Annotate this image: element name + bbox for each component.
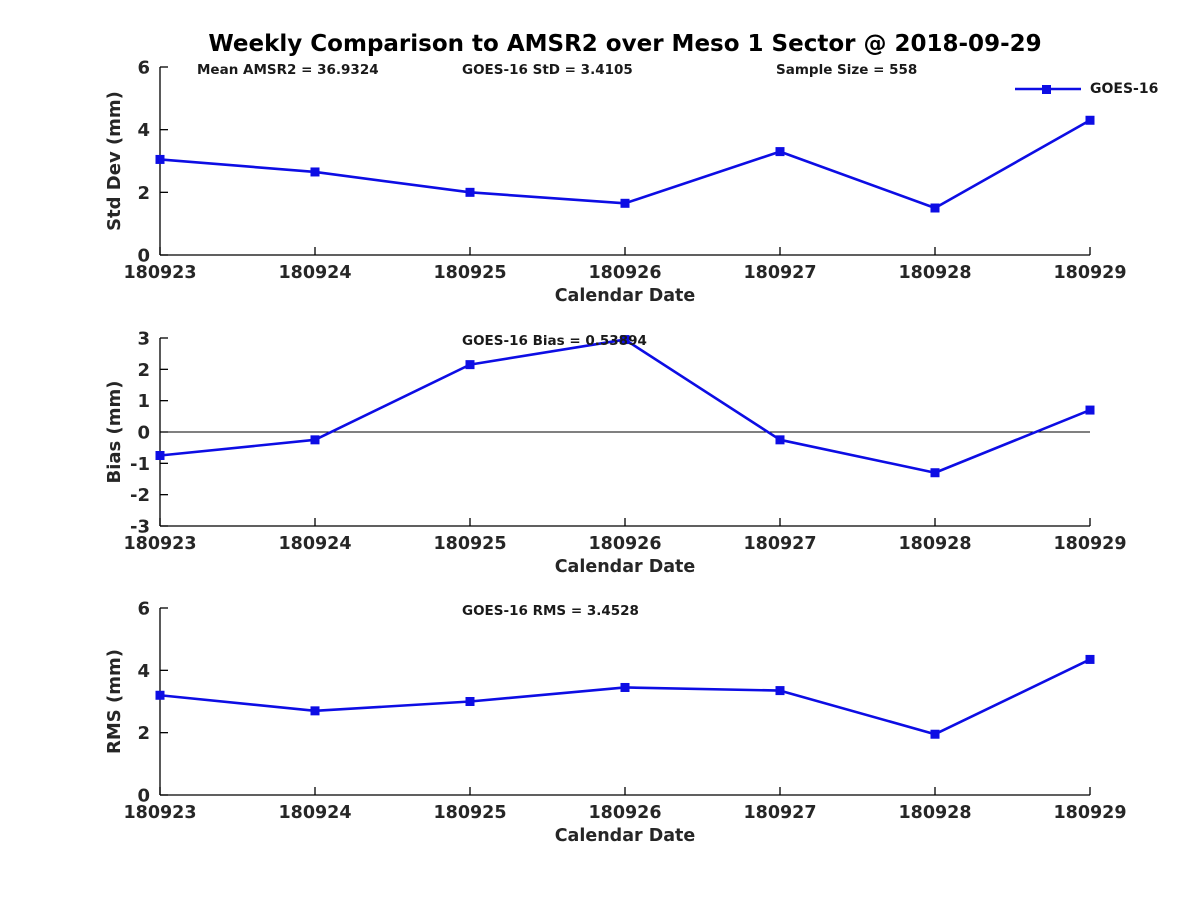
data-point-marker <box>310 706 320 716</box>
y-tick-label: 2 <box>137 183 150 204</box>
x-axis-title: Calendar Date <box>555 826 696 846</box>
x-tick-label: 180925 <box>433 263 506 283</box>
data-point-marker <box>1085 115 1095 125</box>
data-point-marker <box>1085 654 1095 664</box>
annotation-text: Sample Size = 558 <box>776 62 917 78</box>
x-tick-label: 180927 <box>743 534 816 554</box>
x-tick-label: 180924 <box>278 534 351 554</box>
y-tick-label: 3 <box>137 329 150 350</box>
x-tick-label: 180927 <box>743 803 816 823</box>
y-tick-label: 6 <box>137 599 150 620</box>
legend: GOES-16 <box>1013 80 1158 98</box>
x-tick-label: 180929 <box>1053 263 1126 283</box>
y-tick-label: 2 <box>137 360 150 381</box>
data-point-marker <box>465 697 475 706</box>
series-line <box>159 119 1091 210</box>
x-tick-label: 180926 <box>588 803 661 823</box>
x-tick-label: 180923 <box>123 534 196 554</box>
legend-line-sample-icon <box>1015 85 1081 94</box>
chart-bias: -3 -2 -1 0 1 2 3 180923 180924 180925 180926 180927… <box>104 329 1127 578</box>
annotation-text: GOES-16 RMS = 3.4528 <box>462 603 639 619</box>
data-point-marker <box>930 203 940 213</box>
x-tick-label: 180925 <box>433 803 506 823</box>
x-axis-title: Calendar Date <box>555 286 696 306</box>
x-tick-label: 180925 <box>433 534 506 554</box>
data-point-marker <box>620 682 630 692</box>
y-axis-title: Std Dev (mm) <box>104 91 125 231</box>
y-tick-label: 2 <box>137 723 150 744</box>
data-point-marker <box>775 435 785 445</box>
chart-std-dev: 0 2 4 6 180923 180924 180925 180926 180927 180928… <box>104 58 1127 307</box>
series-line <box>159 658 1091 736</box>
y-tick-label: 4 <box>137 661 150 682</box>
y-tick-label: -2 <box>130 485 150 506</box>
data-point-marker <box>930 468 940 478</box>
x-tick-label: 180928 <box>898 263 971 283</box>
annotation-text: Mean AMSR2 = 36.9324 <box>197 62 379 78</box>
x-tick-label: 180928 <box>898 534 971 554</box>
data-point-marker <box>465 360 475 370</box>
annotation-text: GOES-16 StD = 3.4105 <box>462 62 633 78</box>
x-tick-label: 180926 <box>588 263 661 283</box>
y-tick-label: -1 <box>130 454 150 475</box>
data-point-marker <box>1085 405 1095 415</box>
y-tick-label: 6 <box>137 58 150 79</box>
data-point-marker <box>930 729 940 739</box>
data-point-marker <box>155 690 165 700</box>
figure-title: Weekly Comparison to AMSR2 over Meso 1 S… <box>208 31 1042 57</box>
data-point-marker <box>465 187 475 197</box>
data-point-marker <box>620 335 630 345</box>
annotation-text: GOES-16 Bias = 0.53894 <box>462 333 647 349</box>
x-axis-title: Calendar Date <box>555 557 696 577</box>
y-tick-label: 4 <box>137 120 150 141</box>
x-tick-label: 180929 <box>1053 803 1126 823</box>
x-tick-label: 180923 <box>123 803 196 823</box>
x-tick-label: 180928 <box>898 803 971 823</box>
series-line <box>159 338 1091 475</box>
y-tick-label: 0 <box>137 246 150 267</box>
y-axis-title: RMS (mm) <box>104 649 125 754</box>
x-tick-label: 180923 <box>123 263 196 283</box>
data-point-marker <box>155 451 165 460</box>
y-tick-label: -3 <box>130 517 150 538</box>
y-axis-title: Bias (mm) <box>104 381 125 484</box>
x-tick-label: 180924 <box>278 803 351 823</box>
data-point-marker <box>620 198 630 208</box>
x-tick-label: 180929 <box>1053 534 1126 554</box>
data-point-marker <box>775 686 785 696</box>
x-tick-label: 180924 <box>278 263 351 283</box>
y-tick-label: 0 <box>137 786 150 807</box>
data-point-marker <box>310 435 320 445</box>
chart-rms: 0 2 4 6 180923 180924 180925 180926 180927 180928… <box>104 599 1127 847</box>
data-point-marker <box>775 147 785 157</box>
x-tick-label: 180927 <box>743 263 816 283</box>
legend-label: GOES-16 <box>1090 81 1159 97</box>
data-point-marker <box>310 167 320 177</box>
x-tick-label: 180926 <box>588 534 661 554</box>
data-point-marker <box>155 154 165 164</box>
y-tick-label: 1 <box>137 391 150 412</box>
y-tick-label: 0 <box>137 423 150 444</box>
